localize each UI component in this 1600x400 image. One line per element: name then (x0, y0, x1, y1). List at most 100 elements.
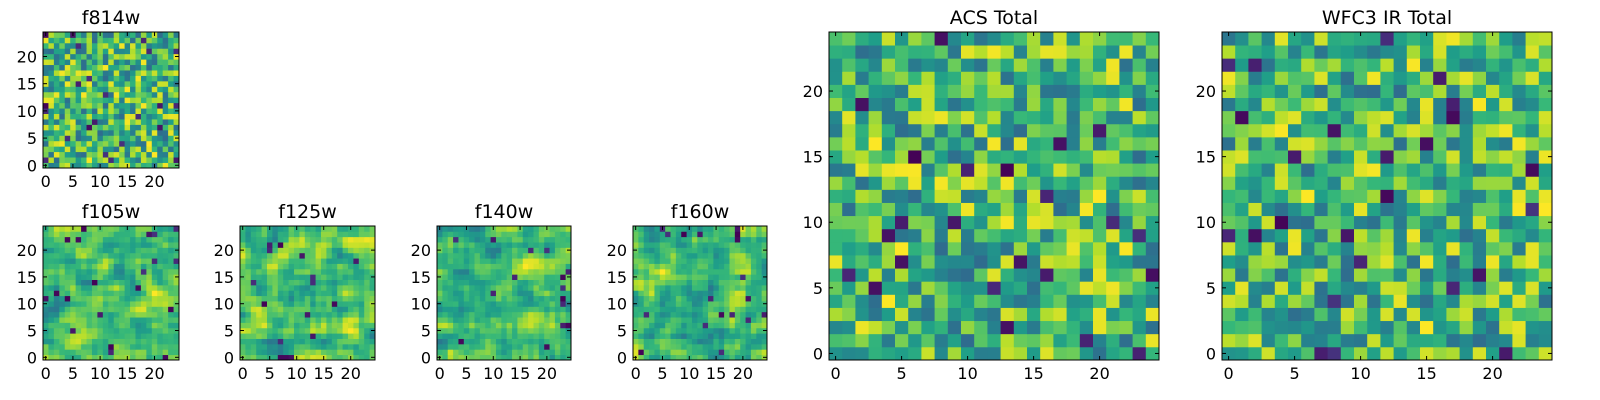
heatmap-cell (549, 343, 556, 350)
heatmap-cell (1406, 202, 1421, 217)
heatmap-cell (665, 354, 671, 361)
heatmap-cell (119, 274, 125, 280)
heatmap-cell (512, 226, 518, 232)
heatmap-cell (348, 236, 354, 243)
heatmap-cell (474, 268, 481, 275)
heatmap-cell (855, 307, 869, 322)
heatmap-cell (250, 231, 257, 238)
heatmap-cell (554, 327, 561, 334)
heatmap-cell (1420, 97, 1434, 112)
heatmap-cell (1106, 202, 1120, 217)
heatmap-cell (1222, 150, 1236, 164)
heatmap-cell (321, 268, 327, 275)
heatmap-cell (1354, 32, 1368, 46)
heatmap-cell (1314, 84, 1328, 98)
heatmap-cell (734, 279, 741, 286)
heatmap-cell (81, 91, 87, 98)
heatmap-cell (522, 295, 529, 302)
heatmap-cell (272, 268, 279, 275)
heatmap-cell (1459, 45, 1474, 59)
heatmap-cell (157, 70, 164, 76)
heatmap-cell (761, 322, 768, 329)
heatmap-cell (474, 284, 481, 291)
heatmap-cell (665, 290, 671, 297)
heatmap-cell (315, 354, 322, 361)
heatmap-cell (321, 306, 327, 313)
heatmap-cell (102, 338, 109, 345)
heatmap-cell (1066, 255, 1081, 269)
heatmap-cell (304, 295, 311, 302)
heatmap-cell (81, 284, 87, 291)
heatmap-cell (855, 294, 869, 308)
heatmap-cell (665, 311, 671, 318)
heatmap-cell (675, 338, 682, 345)
heatmap-cell (250, 343, 257, 350)
heatmap-cell (761, 263, 768, 270)
heatmap-cell (1119, 32, 1133, 46)
heatmap-cell (315, 231, 322, 238)
heatmap-cell (342, 295, 349, 302)
heatmap-cell (256, 311, 262, 318)
heatmap-cell (64, 247, 71, 254)
heatmap-cell (1472, 307, 1487, 322)
heatmap-cell (442, 268, 449, 275)
heatmap-cell (670, 295, 677, 302)
heatmap-cell (638, 322, 645, 329)
heatmap-cell (855, 228, 869, 243)
heatmap-cell (43, 151, 49, 158)
heatmap-cell (517, 317, 524, 323)
heatmap-cell (501, 236, 508, 243)
heatmap-cell (173, 75, 180, 82)
heatmap-cell (102, 70, 109, 76)
axes-frame (1221, 31, 1553, 361)
heatmap-cell (81, 113, 87, 120)
heatmap-cell (718, 284, 725, 291)
heatmap-cell (364, 290, 370, 297)
heatmap-cell (294, 279, 300, 286)
heatmap-cell (474, 236, 481, 243)
heatmap-cell (119, 140, 125, 147)
heatmap-cell (490, 231, 497, 238)
heatmap-cell (48, 306, 55, 313)
heatmap-cell (740, 290, 746, 297)
heatmap-cell (1525, 45, 1540, 59)
heatmap-cell (81, 258, 87, 264)
heatmap-cell (358, 263, 365, 270)
heatmap-cell (119, 333, 125, 339)
heatmap-cell (649, 327, 655, 334)
heatmap-cell (1340, 45, 1355, 59)
heatmap-cell (745, 333, 752, 339)
heatmap-cell (681, 236, 687, 243)
heatmap-cell (908, 45, 922, 59)
y-tick-label: 5 (421, 322, 431, 341)
heatmap-cell (168, 157, 174, 163)
heatmap-cell (974, 136, 988, 151)
heatmap-cell (447, 274, 454, 280)
heatmap-cell (240, 279, 246, 286)
heatmap-cell (708, 290, 714, 297)
heatmap-cell (337, 284, 343, 291)
heatmap-cell (162, 343, 169, 350)
heatmap-cell (829, 268, 843, 282)
heatmap-cell (337, 263, 343, 270)
heatmap-cell (855, 136, 869, 151)
heatmap-cell (654, 258, 661, 264)
heatmap-cell (1274, 255, 1289, 269)
heatmap-cell (70, 140, 77, 147)
heatmap-cell (91, 279, 98, 286)
heatmap-cell (724, 311, 730, 318)
heatmap-cell (479, 295, 486, 302)
axes-frame (436, 225, 572, 361)
heatmap-cell (261, 306, 268, 313)
heatmap-cell (691, 252, 698, 259)
heatmap-cell (288, 349, 295, 356)
heatmap-cell (643, 263, 650, 270)
heatmap-cell (437, 343, 443, 350)
heatmap-cell (353, 284, 360, 291)
heatmap-cell (81, 129, 87, 136)
heatmap-cell (560, 317, 567, 323)
heatmap-cell (1053, 58, 1067, 72)
heatmap-cell (442, 317, 449, 323)
heatmap-cell (565, 333, 572, 339)
heatmap-cell (1314, 202, 1328, 217)
